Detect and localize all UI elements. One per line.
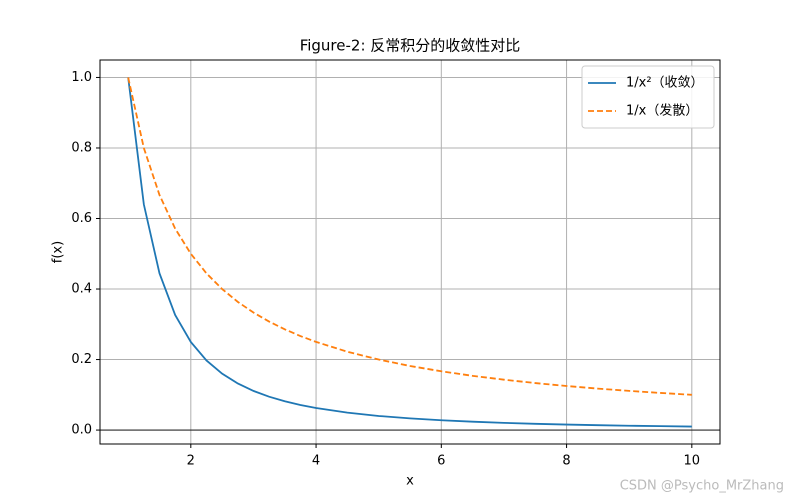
x-axis-label: x: [406, 474, 414, 489]
plot-frame: [99, 59, 721, 445]
x-tick-label: 8: [562, 454, 570, 469]
y-tick-label: 0.4: [71, 282, 92, 297]
y-tick-label: 0.2: [71, 352, 92, 367]
series-line: [127, 77, 692, 428]
x-tick-label: 4: [312, 454, 320, 469]
y-tick-label: 0.0: [71, 423, 92, 438]
y-tick-label: 0.8: [71, 140, 92, 155]
chart-title: Figure-2: 反常积分的收敛性对比: [300, 37, 521, 55]
x-tick-label: 2: [187, 454, 195, 469]
x-tick-label: 6: [437, 454, 445, 469]
legend-box: [581, 65, 715, 129]
series-line: [127, 77, 692, 396]
legend-label: 1/x²（收敛）: [626, 75, 704, 91]
y-tick-label: 0.6: [71, 211, 92, 226]
x-tick-label: 10: [684, 454, 701, 469]
legend-label: 1/x（发散）: [626, 103, 698, 119]
y-tick-label: 1.0: [71, 70, 92, 85]
watermark: CSDN @Psycho_MrZhang: [620, 479, 784, 494]
y-axis-label: f(x): [51, 241, 66, 263]
